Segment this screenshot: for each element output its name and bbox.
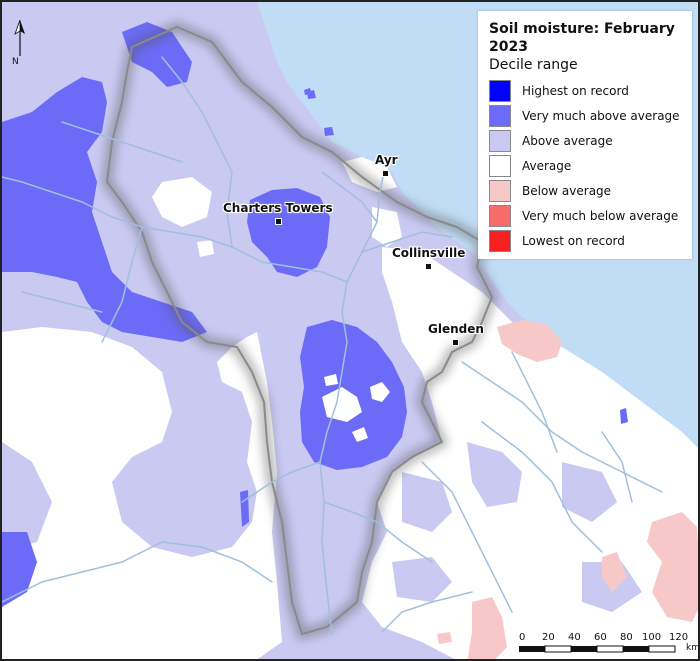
- legend-swatch: [489, 104, 511, 127]
- town-label-ayr: Ayr: [375, 153, 398, 167]
- legend-label: Highest on record: [522, 83, 629, 98]
- town-marker-charters-towers: [275, 218, 282, 225]
- legend-label: Average: [522, 158, 572, 173]
- scale-tick-label: 80: [620, 632, 633, 643]
- coast-detail: [304, 88, 312, 95]
- legend-swatch: [489, 79, 511, 102]
- scale-tick-label: 100: [642, 632, 662, 643]
- town-marker-glenden: [452, 339, 459, 346]
- below-average-regions: [437, 320, 698, 659]
- legend-label: Lowest on record: [522, 233, 625, 248]
- legend-box: Soil moisture: February 2023 Decile rang…: [478, 11, 692, 259]
- legend-label: Very much above average: [522, 108, 680, 123]
- town-marker-ayr: [382, 170, 389, 177]
- north-arrow-icon: [14, 20, 25, 56]
- town-label-collinsville: Collinsville: [392, 246, 466, 260]
- scale-tick-label: 120: [669, 632, 689, 643]
- north-arrow-label: N: [12, 57, 19, 67]
- legend-item-very-much-below: Very much below average: [489, 203, 681, 228]
- average-holes: [322, 374, 390, 442]
- legend-swatch: [489, 154, 511, 177]
- legend-label: Very much below average: [522, 208, 679, 223]
- rivers: [2, 56, 663, 635]
- legend-item-lowest: Lowest on record: [489, 228, 681, 253]
- legend-title: Soil moisture: February 2023: [489, 21, 675, 55]
- catchment-outline: [105, 25, 494, 636]
- town-marker-collinsville: [425, 263, 432, 270]
- legend-item-below: Below average: [489, 178, 681, 203]
- legend-item-above: Above average: [489, 128, 681, 153]
- scale-tick-label: 20: [542, 632, 555, 643]
- scale-tick-label: 60: [594, 632, 607, 643]
- legend-item-average: Average: [489, 153, 681, 178]
- legend-swatch: [489, 129, 511, 152]
- legend-item-highest: Highest on record: [489, 78, 681, 103]
- scale-tick-label: 40: [568, 632, 581, 643]
- scale-bar: [519, 645, 676, 653]
- scale-unit-label: km: [686, 643, 700, 653]
- scale-tick-label: 0: [519, 632, 526, 643]
- town-label-charters-towers: Charters Towers: [223, 201, 333, 215]
- legend-swatch: [489, 229, 511, 252]
- legend-label: Above average: [522, 133, 613, 148]
- legend-swatch: [489, 204, 511, 227]
- town-label-glenden: Glenden: [428, 322, 484, 336]
- legend-item-very-much-above: Very much above average: [489, 103, 681, 128]
- legend-swatch: [489, 179, 511, 202]
- legend-subtitle: Decile range: [489, 57, 578, 73]
- legend-label: Below average: [522, 183, 612, 198]
